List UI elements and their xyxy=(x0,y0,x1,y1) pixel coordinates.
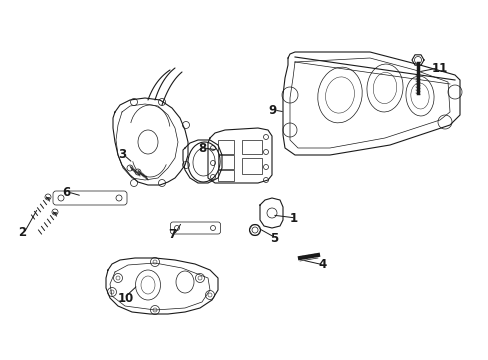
Circle shape xyxy=(135,169,141,175)
Text: 6: 6 xyxy=(62,185,70,198)
Text: 8: 8 xyxy=(198,141,206,154)
Bar xyxy=(242,140,262,154)
Bar xyxy=(218,170,234,181)
Text: 3: 3 xyxy=(118,148,126,162)
Bar xyxy=(242,158,262,174)
Text: 10: 10 xyxy=(118,292,134,305)
Text: 11: 11 xyxy=(431,62,447,75)
Circle shape xyxy=(127,165,133,171)
Text: 7: 7 xyxy=(168,229,176,242)
Text: 4: 4 xyxy=(317,258,325,271)
Circle shape xyxy=(52,209,58,215)
Text: 9: 9 xyxy=(267,104,276,117)
Text: 5: 5 xyxy=(269,231,278,244)
Text: 1: 1 xyxy=(289,211,298,225)
Text: 2: 2 xyxy=(18,226,26,239)
Bar xyxy=(218,140,234,154)
Circle shape xyxy=(45,194,51,200)
Bar xyxy=(218,155,234,169)
